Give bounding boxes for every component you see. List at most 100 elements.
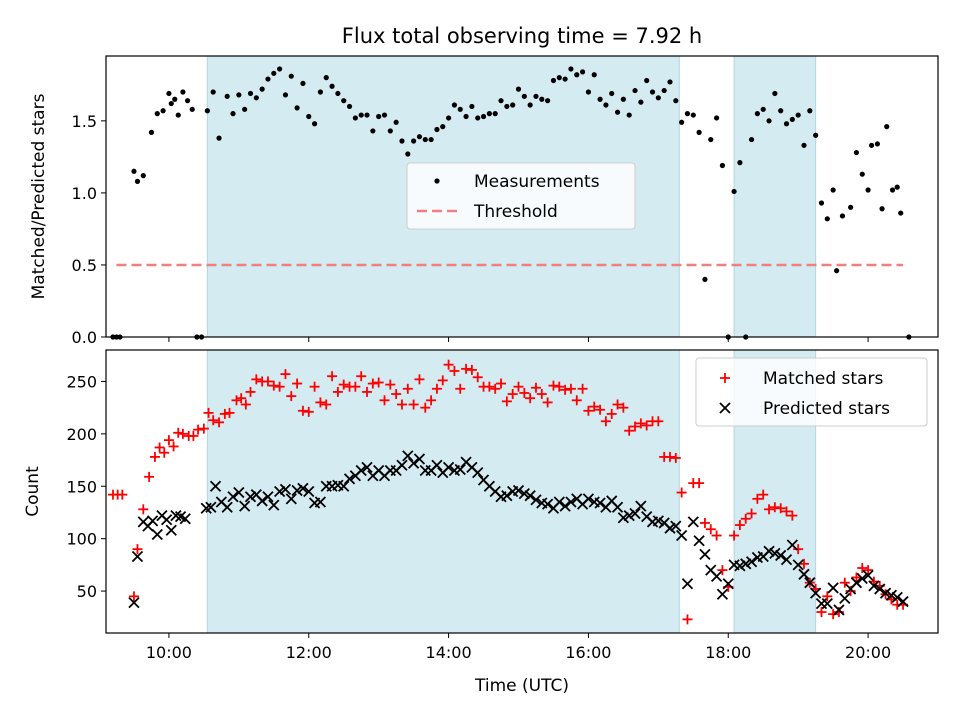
measurement-point bbox=[898, 210, 904, 216]
matched-star-point bbox=[236, 393, 247, 404]
predicted-star-point bbox=[833, 604, 845, 616]
marker-stroke bbox=[879, 587, 892, 599]
matched-star-point bbox=[536, 389, 547, 400]
predicted-star-point bbox=[676, 529, 688, 542]
predicted-star-point bbox=[160, 514, 173, 526]
predicted-star-point bbox=[798, 568, 810, 580]
measurement-point bbox=[381, 112, 388, 118]
predicted-star-point bbox=[810, 587, 822, 599]
matched-star-point bbox=[268, 380, 279, 391]
predicted-star-point bbox=[839, 592, 851, 605]
measurement-point bbox=[434, 126, 440, 133]
predicted-star-point bbox=[361, 461, 373, 474]
matched-star-point bbox=[466, 364, 477, 375]
measurement-point bbox=[708, 136, 714, 143]
marker-stroke bbox=[174, 511, 187, 523]
measurement-point bbox=[632, 87, 638, 94]
marker-stroke bbox=[402, 450, 414, 462]
matched-star-point bbox=[449, 365, 460, 376]
marker-stroke bbox=[361, 461, 373, 474]
matched-star-point bbox=[769, 502, 780, 513]
matched-star-point bbox=[309, 381, 320, 392]
measurement-point bbox=[545, 98, 551, 104]
measurement-point bbox=[801, 142, 807, 148]
legend: Measurements Threshold bbox=[406, 162, 636, 230]
marker-stroke bbox=[862, 569, 874, 581]
marker-stroke bbox=[131, 550, 144, 563]
measurement-point bbox=[719, 162, 726, 169]
measurement-point bbox=[166, 90, 172, 97]
marker-stroke bbox=[536, 497, 548, 509]
matched-star-point bbox=[798, 558, 809, 569]
marker-stroke bbox=[250, 489, 262, 501]
top-chart-title: Flux total observing time = 7.92 h bbox=[342, 24, 702, 48]
predicted-star-point bbox=[268, 499, 280, 511]
measurement-point bbox=[317, 89, 324, 95]
measurement-point bbox=[451, 102, 458, 108]
matched-star-point bbox=[577, 383, 588, 394]
matched-star-point bbox=[548, 380, 559, 391]
matched-star-point bbox=[414, 374, 425, 385]
measurement-point bbox=[889, 187, 896, 193]
measurement-point bbox=[300, 80, 306, 86]
matched-star-point bbox=[214, 417, 225, 428]
matched-star-point bbox=[717, 565, 728, 576]
measurement-point bbox=[498, 98, 504, 104]
measurement-point bbox=[702, 276, 708, 282]
measurement-point bbox=[638, 99, 644, 105]
predicted-star-point bbox=[256, 495, 268, 507]
matched-star-point bbox=[746, 508, 757, 519]
matched-star-point bbox=[595, 404, 606, 415]
marker-stroke bbox=[891, 591, 903, 603]
marker-stroke bbox=[530, 494, 542, 506]
predicted-star-point bbox=[343, 473, 356, 485]
measurement-point bbox=[306, 113, 312, 120]
measurement-point bbox=[440, 124, 446, 130]
measurement-point bbox=[772, 90, 778, 97]
marker-stroke bbox=[233, 486, 245, 499]
measurement-point bbox=[585, 89, 592, 95]
matched-star-point bbox=[327, 371, 338, 382]
predicted-star-point bbox=[396, 459, 408, 471]
matched-star-point bbox=[159, 447, 170, 458]
marker-stroke bbox=[215, 496, 227, 508]
matched-star-point bbox=[426, 395, 437, 406]
measurement-point bbox=[521, 93, 527, 99]
x-tick-label: 10:00 bbox=[146, 643, 192, 662]
marker-stroke bbox=[205, 501, 217, 513]
measurement-point bbox=[865, 187, 871, 193]
matched-star-point bbox=[373, 377, 384, 388]
measurement-point bbox=[859, 171, 865, 177]
measurement-point bbox=[282, 92, 289, 98]
marker-stroke bbox=[670, 520, 682, 532]
marker-stroke bbox=[705, 564, 717, 576]
measurement-point bbox=[411, 138, 417, 144]
predicted-star-point bbox=[874, 583, 886, 595]
measurement-point bbox=[445, 115, 452, 121]
matched-star-point bbox=[583, 405, 594, 416]
matched-star-point bbox=[501, 396, 512, 407]
measurement-point bbox=[387, 128, 393, 134]
matched-star-point bbox=[560, 384, 571, 395]
matched-star-point bbox=[530, 382, 541, 393]
matched-star-point bbox=[280, 369, 291, 380]
matched-star-point bbox=[219, 408, 230, 419]
matched-star-point bbox=[507, 389, 518, 400]
predicted-star-point bbox=[611, 501, 624, 513]
matched-star-point bbox=[618, 402, 629, 413]
matched-star-point bbox=[338, 379, 349, 390]
measurement-point bbox=[527, 102, 533, 108]
matched-star-point bbox=[542, 397, 553, 408]
marker-stroke bbox=[553, 496, 565, 508]
predicted-star-point bbox=[131, 550, 144, 563]
predicted-star-point bbox=[314, 496, 327, 508]
marker-stroke bbox=[687, 516, 699, 528]
measurement-point bbox=[644, 77, 650, 84]
measurement-point bbox=[428, 136, 434, 143]
marker-stroke bbox=[373, 464, 385, 477]
matched-star-point bbox=[764, 504, 775, 515]
x-tick-label: 18:00 bbox=[705, 643, 751, 662]
matched-star-point bbox=[635, 418, 646, 429]
marker-stroke bbox=[769, 547, 781, 559]
predicted-star-point bbox=[221, 501, 233, 513]
